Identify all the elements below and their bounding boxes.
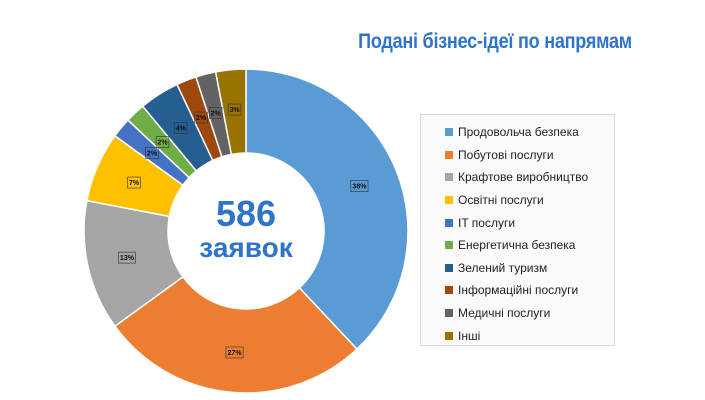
slice-label-10: 3% bbox=[227, 103, 242, 116]
slice-label-9: 2% bbox=[208, 107, 223, 119]
label-box bbox=[225, 346, 244, 359]
slice-label-4: 7% bbox=[127, 176, 141, 189]
slice-label-6: 2% bbox=[155, 136, 170, 148]
label-box bbox=[127, 176, 141, 189]
label-box bbox=[145, 147, 159, 160]
legend-item: IT послуги bbox=[445, 211, 614, 234]
legend-label: Медичні послуги bbox=[458, 306, 551, 321]
label-text: 2% bbox=[157, 140, 168, 147]
legend-swatch bbox=[445, 331, 453, 340]
legend-swatch bbox=[445, 196, 453, 205]
label-box bbox=[118, 251, 136, 264]
label-box bbox=[350, 180, 369, 192]
legend-swatch bbox=[445, 128, 453, 137]
legend-item: Побутові послуги bbox=[445, 144, 614, 167]
label-text: 2% bbox=[196, 115, 207, 122]
legend-item: Продовольча безпека bbox=[445, 121, 614, 144]
legend-item: Медичні послуги bbox=[445, 302, 614, 325]
slice-label-8: 2% bbox=[194, 111, 208, 124]
label-box bbox=[155, 136, 170, 148]
legend-swatch bbox=[445, 263, 453, 272]
label-text: 2% bbox=[147, 151, 158, 158]
slice-label-1: 38% bbox=[350, 180, 369, 192]
legend-swatch bbox=[445, 173, 453, 182]
slice-label-7: 4% bbox=[173, 122, 188, 134]
legend-label: Побутові послуги bbox=[458, 147, 554, 162]
legend-item: Крафтове виробництво bbox=[445, 166, 614, 189]
label-text: 3% bbox=[229, 107, 240, 114]
legend-item: Енергетична безпека bbox=[445, 234, 614, 257]
legend-swatch bbox=[445, 150, 453, 159]
legend-item: Освітні послуги bbox=[445, 189, 614, 212]
legend-swatch bbox=[445, 218, 453, 227]
label-text: 38% bbox=[352, 184, 367, 191]
legend-label: Освітні послуги bbox=[458, 193, 544, 208]
legend-item: Інші bbox=[445, 324, 614, 347]
slice-label-2: 27% bbox=[225, 346, 244, 359]
legend-swatch bbox=[445, 241, 453, 250]
legend-swatch bbox=[445, 309, 453, 318]
center-count: 586 bbox=[216, 193, 276, 234]
center-unit: заявок bbox=[199, 232, 293, 263]
label-text: 7% bbox=[129, 180, 140, 187]
legend-item: Інформаційні послуги bbox=[445, 279, 614, 302]
legend-label: IT послуги bbox=[458, 215, 516, 230]
chart-legend: Продовольча безпека Побутові послуги Крафт… bbox=[420, 114, 615, 346]
label-box bbox=[173, 122, 188, 134]
chart-title: Подані бізнес-ідеї по напрямам bbox=[358, 30, 632, 53]
slice-1 bbox=[245, 68, 409, 351]
label-text: 27% bbox=[228, 350, 243, 357]
label-box bbox=[208, 107, 223, 119]
slice-10 bbox=[214, 68, 247, 156]
legend-label: Енергетична безпека bbox=[458, 238, 576, 253]
legend-label: Продовольча безпека bbox=[458, 125, 579, 140]
legend-label: Крафтове виробництво bbox=[458, 170, 589, 185]
label-text: 13% bbox=[120, 255, 135, 262]
legend-swatch bbox=[445, 286, 453, 295]
legend-label: Зелений туризм bbox=[458, 260, 548, 275]
slice-2 bbox=[113, 275, 358, 394]
legend-label: Інформаційні послуги bbox=[458, 283, 579, 298]
label-box bbox=[194, 111, 208, 124]
slice-label-5: 2% bbox=[145, 147, 159, 160]
legend-label: Інші bbox=[458, 328, 481, 343]
label-box bbox=[227, 103, 242, 116]
slice-label-3: 13% bbox=[118, 251, 136, 264]
label-text: 2% bbox=[211, 110, 222, 117]
label-text: 4% bbox=[176, 125, 187, 132]
legend-item: Зелений туризм bbox=[445, 257, 614, 280]
